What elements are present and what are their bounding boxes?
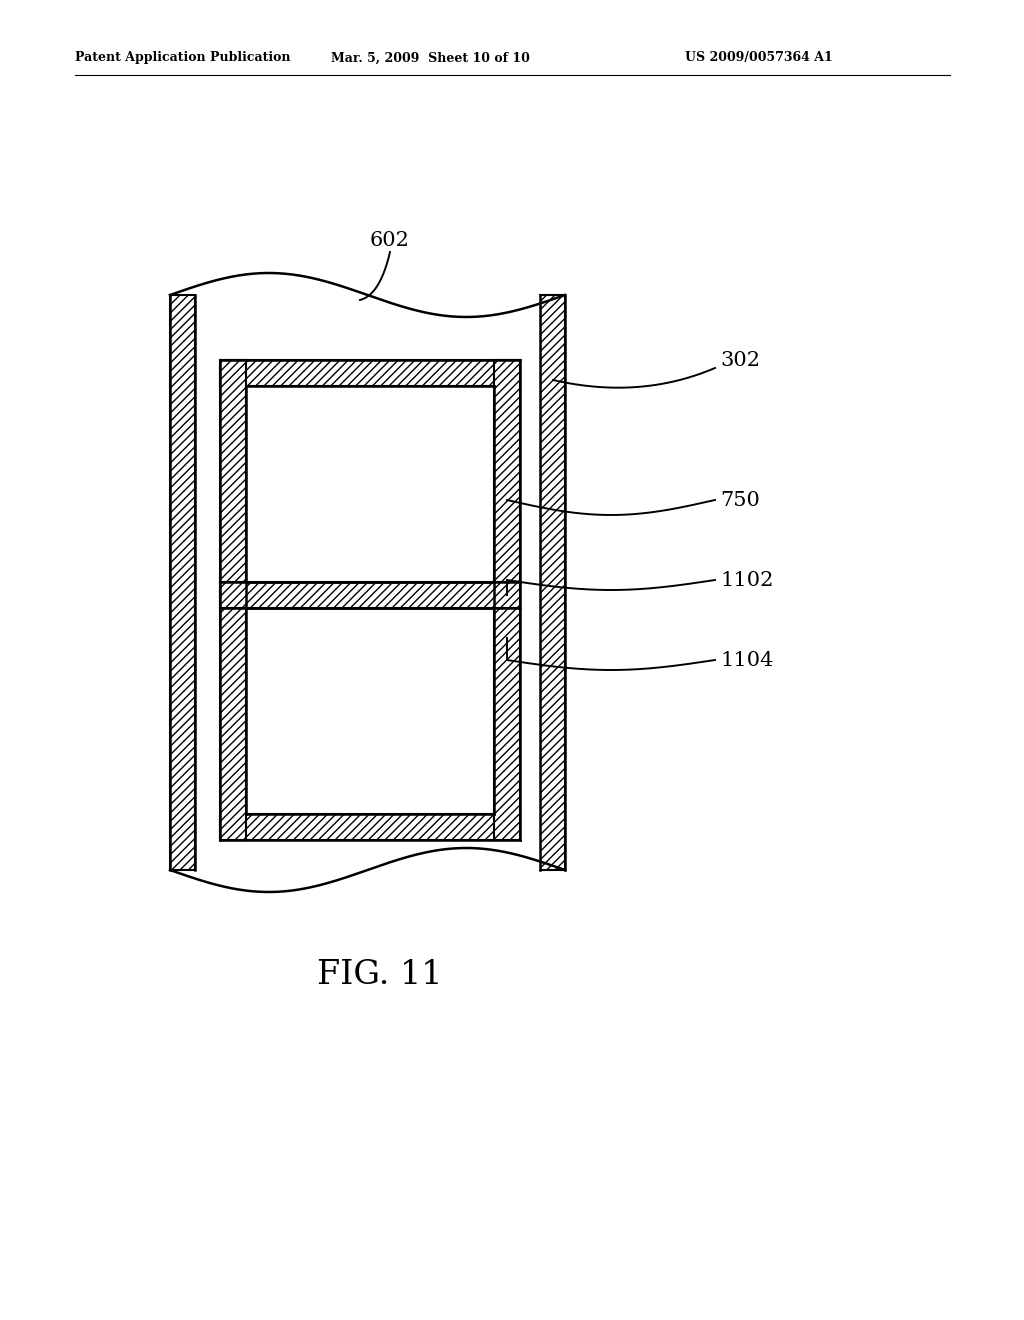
Text: 1104: 1104	[720, 651, 773, 669]
Bar	[195, 294, 220, 870]
Text: 1102: 1102	[720, 570, 773, 590]
Bar	[220, 840, 520, 870]
Bar	[246, 385, 494, 582]
Bar	[494, 360, 520, 840]
Bar	[220, 360, 520, 385]
Bar	[170, 294, 195, 870]
Bar	[520, 294, 540, 870]
Text: 302: 302	[720, 351, 760, 370]
Bar	[220, 360, 246, 840]
Bar	[220, 814, 520, 840]
Bar	[246, 609, 494, 814]
Text: 602: 602	[370, 231, 410, 249]
Bar	[220, 582, 520, 609]
Text: 750: 750	[720, 491, 760, 510]
Text: FIG. 11: FIG. 11	[317, 960, 442, 991]
Bar	[220, 294, 520, 360]
Text: Patent Application Publication: Patent Application Publication	[75, 51, 291, 65]
Text: US 2009/0057364 A1: US 2009/0057364 A1	[685, 51, 833, 65]
Text: Mar. 5, 2009  Sheet 10 of 10: Mar. 5, 2009 Sheet 10 of 10	[331, 51, 529, 65]
Bar	[540, 294, 565, 870]
